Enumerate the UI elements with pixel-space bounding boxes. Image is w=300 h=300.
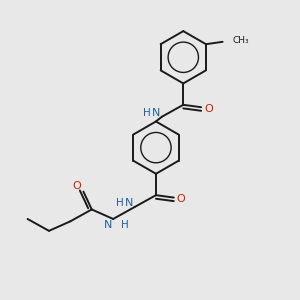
Text: H: H <box>143 108 151 118</box>
Text: O: O <box>176 194 185 204</box>
Text: O: O <box>72 181 81 191</box>
Text: H: H <box>116 199 124 208</box>
Text: O: O <box>204 104 213 114</box>
Text: N: N <box>103 220 112 230</box>
Text: N: N <box>125 199 134 208</box>
Text: CH₃: CH₃ <box>232 36 249 45</box>
Text: N: N <box>152 108 161 118</box>
Text: H: H <box>122 220 129 230</box>
